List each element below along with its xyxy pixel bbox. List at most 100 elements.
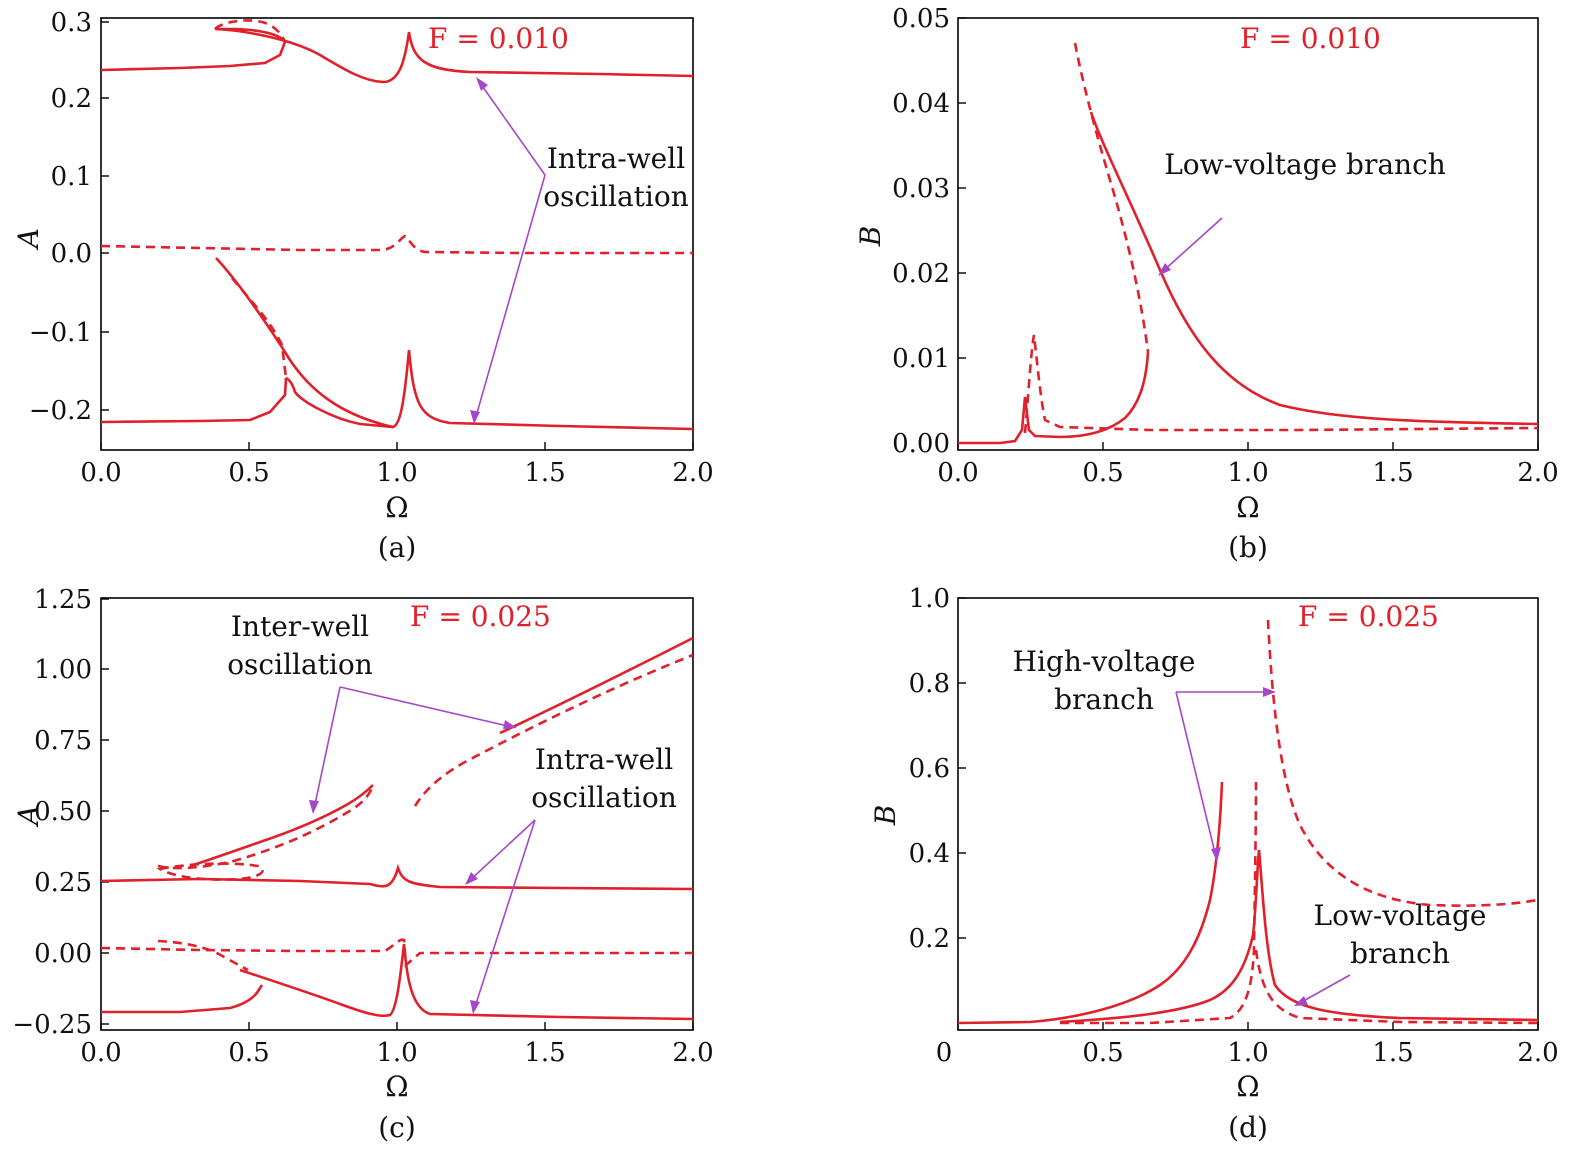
panel-c-arrow-interwell-low <box>313 686 341 810</box>
panel-c-lower-main-solid <box>239 943 694 1021</box>
panel-a-annotations: Intra-well oscillation <box>470 77 689 424</box>
panel-a-xtick-label: 1.0 <box>376 458 417 488</box>
panel-a-ytick-label: 0.2 <box>51 84 92 114</box>
panel-c-interwell-low-solid <box>189 784 374 868</box>
panel-c-annotation-interwell-2: oscillation <box>227 648 373 681</box>
panel-b-ytick-label: 0.01 <box>892 344 950 374</box>
panel-d-ytick-label: 0.4 <box>909 839 950 869</box>
panel-a-upper-intrawell-curve <box>100 27 694 84</box>
panel-c-arrow-intrawell-lower <box>473 819 536 1011</box>
panel-a-y-axis-label: A <box>12 228 45 251</box>
panel-c-ytick-label: 1.25 <box>34 585 92 615</box>
panel-c-x-axis-label: Ω <box>385 1070 408 1103</box>
panel-b-ytick-label: 0.00 <box>892 429 950 459</box>
panel-b-xtick-label: 2.0 <box>1517 458 1558 488</box>
panel-c-annotation-intrawell-2: oscillation <box>531 781 677 814</box>
panel-d-y-ticks: 1.0 0.8 0.6 0.4 0.2 <box>909 584 966 954</box>
panel-a-caption: (a) <box>378 531 417 564</box>
panel-c-arrowhead-intrawell-lower <box>470 1000 480 1014</box>
panel-d-arrowhead-low <box>1294 996 1308 1006</box>
panel-d-annotations: High-voltage branch Low-voltage branch <box>1013 645 1487 1006</box>
panel-b-xtick-label: 1.5 <box>1372 458 1413 488</box>
panel-a-ytick-label: 0.0 <box>51 239 92 269</box>
panel-c-intrawell-upper-curve <box>100 863 694 891</box>
panel-c-ytick-label: 0.50 <box>34 797 92 827</box>
panel-d-x-ticks: 0 0.5 1.0 1.5 2.0 <box>936 1022 1559 1068</box>
panel-d-xtick-label: 0 <box>936 1038 953 1068</box>
panel-c-ytick-label: 1.00 <box>34 655 92 685</box>
panel-d-annotation-low-1: Low-voltage <box>1314 899 1487 932</box>
panel-c-lower-unstable-fold <box>157 939 249 972</box>
panel-d-curves <box>957 619 1539 1025</box>
panel-c-xtick-label: 0.0 <box>80 1038 121 1068</box>
panel-b-low-voltage-small-peak-curve <box>958 351 1150 445</box>
panel-c: 0.0 0.5 1.0 1.5 2.0 1.25 1.00 0.75 0.50 … <box>12 585 714 1144</box>
panel-c-ytick-label: −0.25 <box>12 1010 92 1040</box>
panel-b-ytick-label: 0.03 <box>892 174 950 204</box>
panel-d-xtick-label: 1.0 <box>1227 1038 1268 1068</box>
panel-a-arrowhead-lower <box>470 410 480 424</box>
panel-a-arrowhead-upper <box>476 77 488 91</box>
panel-d-high-voltage-solid-curve <box>957 781 1224 1025</box>
panel-b: 0.0 0.5 1.0 1.5 2.0 0.05 0.04 0.03 0.02 … <box>854 4 1559 564</box>
panel-b-ytick-label: 0.04 <box>892 89 950 119</box>
panel-c-y-ticks: 1.25 1.00 0.75 0.50 0.25 0.00 −0.25 <box>12 585 109 1040</box>
panel-a-annotation-line-1: Intra-well <box>547 142 685 175</box>
panel-b-annotation-text: Low-voltage branch <box>1164 148 1446 181</box>
panel-c-xtick-label: 2.0 <box>672 1038 713 1068</box>
panel-c-interwell-small-loop <box>156 862 264 881</box>
panel-d-ytick-label: 0.8 <box>909 669 950 699</box>
panel-d-arrow-low <box>1297 974 1351 1005</box>
panel-c-lower-left-solid <box>101 984 264 1014</box>
panel-b-ytick-label: 0.05 <box>892 4 950 34</box>
panel-b-ytick-label: 0.02 <box>892 259 950 289</box>
panel-c-y-axis-label: A <box>12 805 45 828</box>
panel-a-x-ticks: 0.0 0.5 1.0 1.5 2.0 <box>80 442 714 488</box>
panel-a-xtick-label: 0.0 <box>80 458 121 488</box>
panel-d-arrowhead-high-dashed <box>1263 687 1276 697</box>
panel-a-annotation-line-2: oscillation <box>543 180 689 213</box>
panel-b-xtick-label: 1.0 <box>1227 458 1268 488</box>
panel-a-upper-unstable-loop <box>214 19 287 43</box>
panel-a-xtick-label: 2.0 <box>672 458 713 488</box>
panel-c-interwell-high-solid <box>499 636 694 735</box>
panel-c-interwell-high-dashed <box>413 653 694 807</box>
panel-d: 0 0.5 1.0 1.5 2.0 1.0 0.8 0.6 0.4 0.2 Ω … <box>869 584 1559 1144</box>
panel-c-x-ticks: 0.0 0.5 1.0 1.5 2.0 <box>80 1022 714 1068</box>
panel-a-force-label: F = 0.010 <box>428 22 569 55</box>
panel-a-ytick-label: −0.1 <box>29 318 92 348</box>
panel-a-y-ticks: 0.3 0.2 0.1 0.0 −0.1 −0.2 <box>29 8 109 426</box>
panel-c-annotation-interwell-1: Inter-well <box>231 610 369 643</box>
panel-b-unstable-small-peak <box>1023 334 1539 434</box>
panel-b-curves <box>958 42 1539 445</box>
panel-c-ytick-label: 0.00 <box>34 939 92 969</box>
panel-b-annotations: Low-voltage branch <box>1158 148 1446 276</box>
panel-d-caption: (d) <box>1228 1111 1268 1144</box>
panel-c-curves <box>100 636 694 1021</box>
panel-c-ytick-label: 0.25 <box>34 868 92 898</box>
panel-d-arrowhead-high-solid <box>1211 847 1221 862</box>
panel-c-arrowhead-interwell-high <box>503 720 517 729</box>
panel-a-saddle-curve <box>100 234 693 255</box>
panel-d-low-voltage-solid-curve <box>1059 849 1539 1024</box>
panel-a-x-axis-label: Ω <box>385 491 408 524</box>
panel-c-ytick-label: 0.75 <box>34 726 92 756</box>
panel-b-y-axis-label: B <box>854 226 887 248</box>
panel-a-plot-frame <box>100 17 694 451</box>
panel-b-xtick-label: 0.5 <box>1082 458 1123 488</box>
panel-d-force-label: F = 0.025 <box>1298 600 1439 633</box>
panel-c-xtick-label: 1.5 <box>524 1038 565 1068</box>
panel-c-arrowhead-interwell-low <box>309 800 319 814</box>
panel-d-high-voltage-dashed-curve <box>1266 619 1539 907</box>
panel-d-low-voltage-dashed-curve <box>1060 781 1539 1025</box>
panel-d-annotation-low-2: branch <box>1350 937 1450 970</box>
panel-a-xtick-label: 1.5 <box>524 458 565 488</box>
panel-a-ytick-label: 0.3 <box>51 8 92 38</box>
panel-a: 0.0 0.5 1.0 1.5 2.0 0.3 0.2 0.1 0.0 −0.1… <box>12 8 714 564</box>
panel-d-ytick-label: 0.6 <box>909 754 950 784</box>
panel-b-x-axis-label: Ω <box>1236 491 1259 524</box>
panel-d-x-axis-label: Ω <box>1236 1070 1259 1103</box>
panel-a-curves <box>100 19 694 431</box>
panel-c-xtick-label: 0.5 <box>228 1038 269 1068</box>
